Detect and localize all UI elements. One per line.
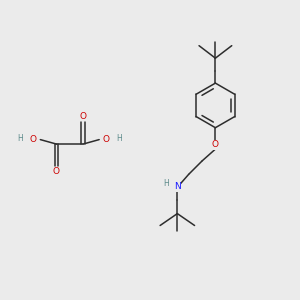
Text: H: H — [17, 134, 23, 142]
Text: O: O — [103, 135, 110, 144]
Text: O: O — [80, 112, 87, 121]
Text: H: H — [116, 134, 122, 142]
Text: O: O — [53, 167, 60, 176]
Text: H: H — [163, 179, 169, 188]
Text: O: O — [212, 140, 219, 149]
Text: N: N — [174, 182, 181, 191]
Text: O: O — [30, 135, 37, 144]
